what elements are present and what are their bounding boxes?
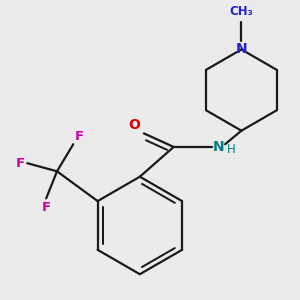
Text: N: N [236, 42, 247, 56]
Text: F: F [75, 130, 84, 143]
Text: F: F [42, 201, 51, 214]
Text: H: H [226, 143, 235, 156]
Text: F: F [15, 157, 25, 170]
Text: N: N [213, 140, 225, 154]
Text: O: O [128, 118, 140, 132]
Text: CH₃: CH₃ [230, 5, 253, 18]
